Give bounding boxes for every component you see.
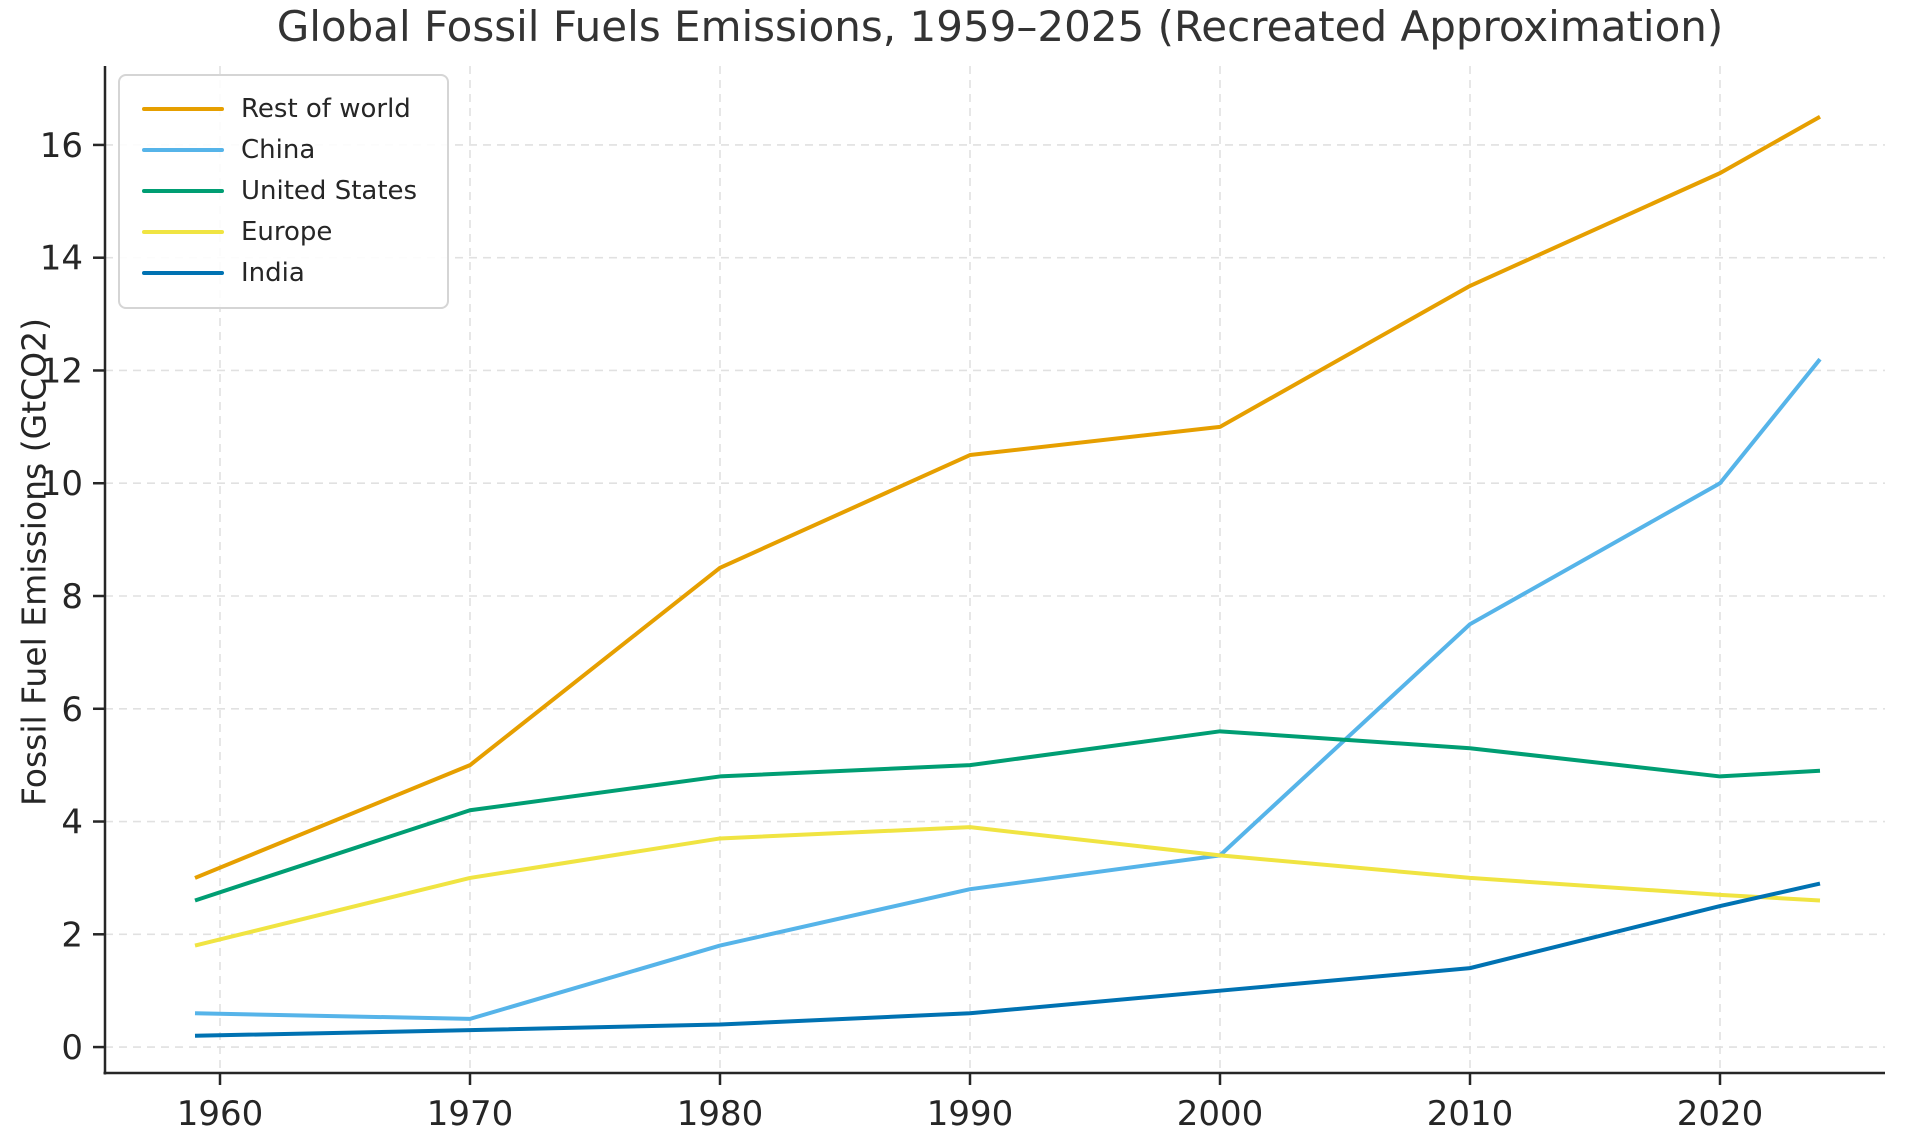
legend-label: United States <box>241 175 418 206</box>
legend-label: Rest of world <box>241 93 411 124</box>
svg-text:1970: 1970 <box>427 1094 514 1134</box>
legend-line-swatch <box>142 106 224 111</box>
svg-text:2010: 2010 <box>1427 1094 1514 1134</box>
legend-label: Europe <box>241 216 333 247</box>
legend-label: China <box>241 134 316 165</box>
svg-text:12: 12 <box>40 351 83 391</box>
svg-text:1980: 1980 <box>677 1094 764 1134</box>
chart-title: Global Fossil Fuels Emissions, 1959–2025… <box>276 2 1724 51</box>
legend-line-swatch <box>142 188 224 193</box>
legend-item: United States <box>142 170 417 211</box>
legend-line-swatch <box>142 270 224 275</box>
svg-text:6: 6 <box>61 690 83 730</box>
svg-text:2000: 2000 <box>1177 1094 1264 1134</box>
legend-item: Rest of world <box>142 88 417 129</box>
svg-text:2020: 2020 <box>1677 1094 1764 1134</box>
svg-text:1960: 1960 <box>177 1094 264 1134</box>
legend-label: India <box>241 257 305 288</box>
svg-text:16: 16 <box>40 126 83 166</box>
svg-text:10: 10 <box>40 464 83 504</box>
svg-text:2: 2 <box>61 915 83 955</box>
svg-text:14: 14 <box>40 239 83 279</box>
legend-item: Europe <box>142 211 417 252</box>
legend: Rest of world China United States Europe… <box>118 74 450 309</box>
y-axis-label: Fossil Fuel Emissions (GtCO2) <box>14 317 54 807</box>
svg-text:4: 4 <box>61 803 83 843</box>
svg-text:8: 8 <box>61 577 83 617</box>
legend-line-swatch <box>142 147 224 152</box>
legend-item: China <box>142 129 417 170</box>
legend-item: India <box>142 252 417 293</box>
svg-text:0: 0 <box>61 1028 83 1068</box>
legend-line-swatch <box>142 229 224 234</box>
svg-text:1990: 1990 <box>927 1094 1014 1134</box>
